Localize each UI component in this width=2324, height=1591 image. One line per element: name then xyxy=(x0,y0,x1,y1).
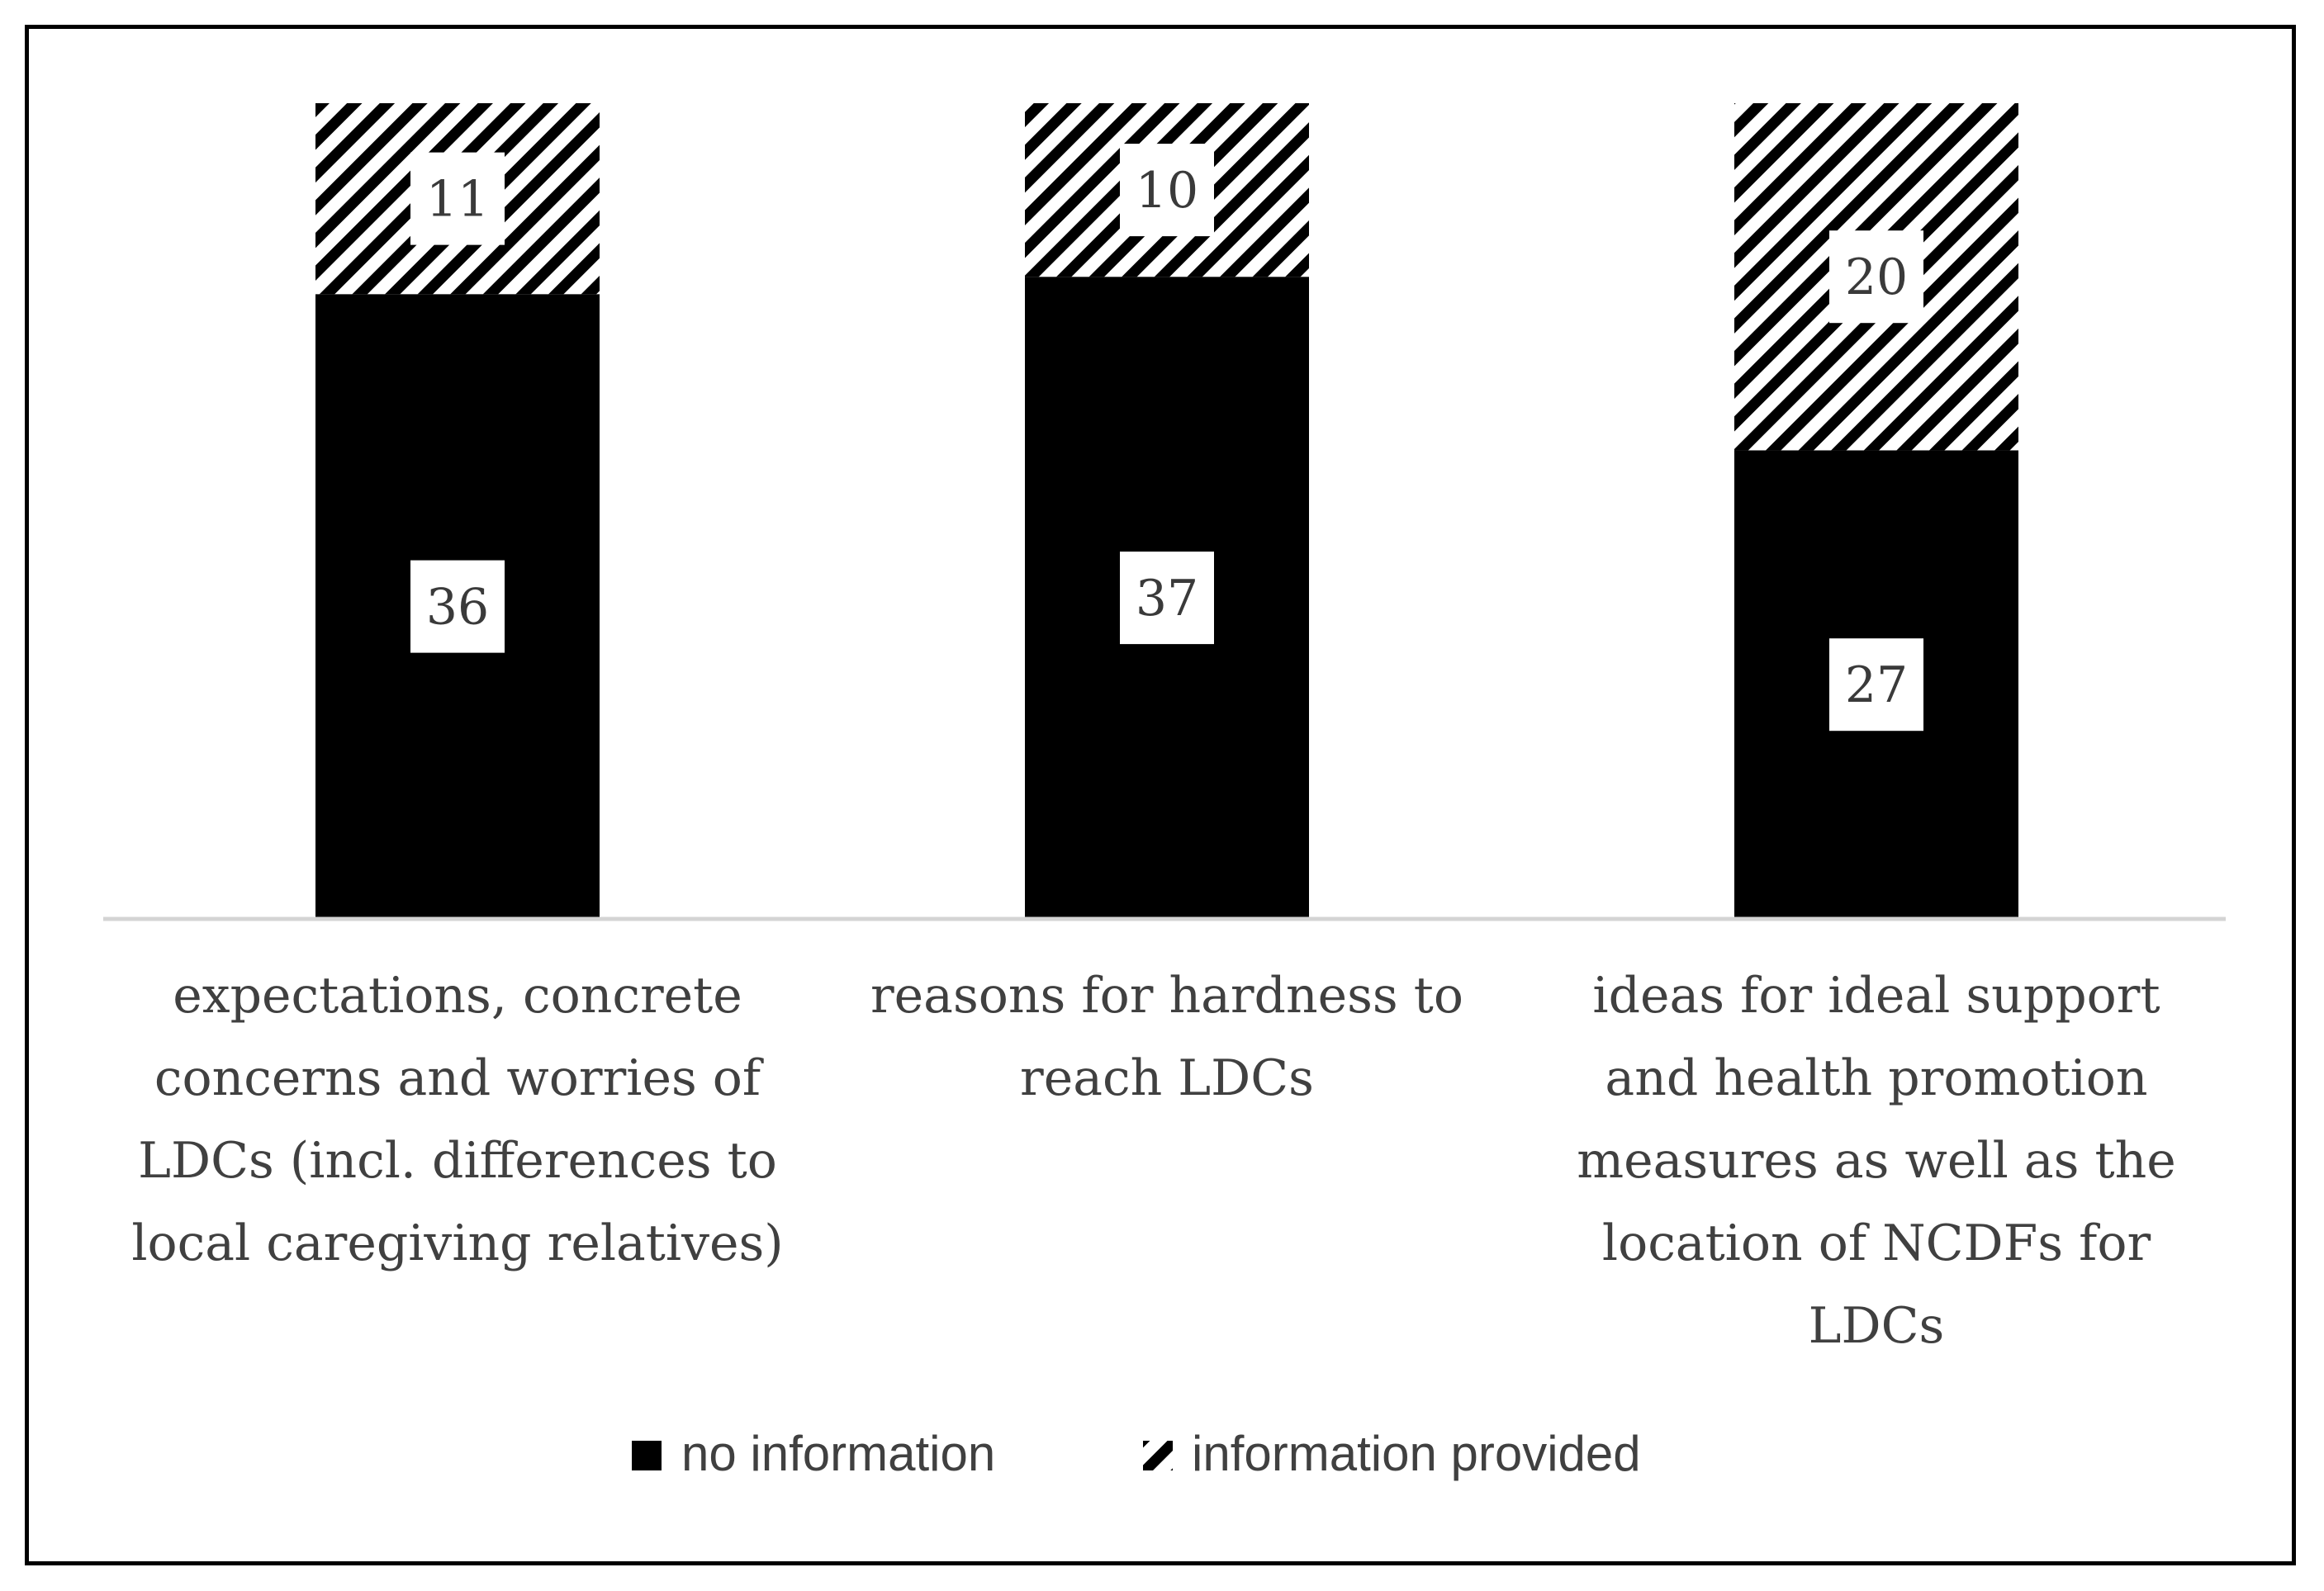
data-labels-layer: 36 11 37 10 27 20 xyxy=(410,144,1923,732)
legend-swatch-information-provided xyxy=(1143,1441,1173,1470)
category-label-line: measures as well as the xyxy=(1577,1132,2176,1190)
category-label-line: reach LDCs xyxy=(1020,1049,1314,1107)
data-label: 11 xyxy=(426,171,489,229)
chart-frame: 36 11 37 10 27 20 expectations, concrete conce… xyxy=(25,25,2296,1565)
category-label-line: location of NCDFs for xyxy=(1602,1215,2151,1272)
data-label: 36 xyxy=(426,579,489,637)
data-label-box xyxy=(410,560,505,653)
data-label: 20 xyxy=(1845,249,1908,306)
legend: no information information provided xyxy=(632,1426,1641,1481)
legend-label-information-provided: information provided xyxy=(1192,1426,1641,1481)
category-label-line: LDCs xyxy=(1809,1297,1945,1355)
category-label-line: expectations, concrete xyxy=(173,967,742,1025)
data-label-box xyxy=(1829,638,1923,732)
data-label-box xyxy=(1120,552,1214,645)
data-label: 10 xyxy=(1136,162,1198,220)
legend-label-no-information: no information xyxy=(681,1426,995,1481)
category-label-line: reasons for hardness to xyxy=(870,967,1463,1025)
category-labels-layer: expectations, concrete concerns and worri… xyxy=(131,967,2175,1355)
data-label: 27 xyxy=(1845,656,1908,714)
category-label-line: LDCs (incl. differences to xyxy=(138,1132,777,1190)
category-label-line: ideas for ideal support xyxy=(1592,967,2160,1025)
data-label-box xyxy=(1120,144,1214,237)
legend-swatch-no-information xyxy=(632,1441,662,1470)
data-label: 37 xyxy=(1136,570,1198,627)
category-label-line: concerns and worries of xyxy=(154,1049,764,1107)
category-label-line: local caregiving relatives) xyxy=(131,1215,783,1272)
data-label-box xyxy=(410,152,505,245)
category-label-line: and health promotion xyxy=(1605,1049,2147,1107)
stacked-bar-chart: 36 11 37 10 27 20 expectations, concrete conce… xyxy=(103,103,2226,1481)
data-label-box xyxy=(1829,230,1923,324)
